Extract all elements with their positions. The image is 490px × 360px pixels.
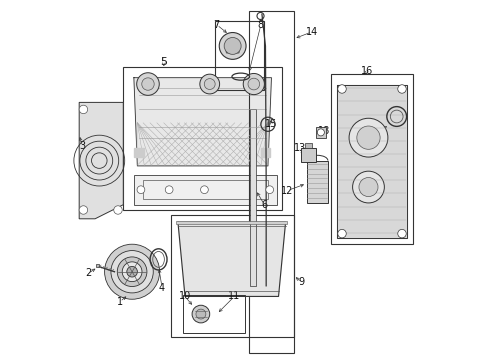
Circle shape xyxy=(243,73,265,95)
Circle shape xyxy=(79,206,88,214)
Text: 4: 4 xyxy=(159,283,165,293)
Circle shape xyxy=(318,129,324,136)
Polygon shape xyxy=(316,127,326,138)
Text: 8: 8 xyxy=(258,20,264,30)
Text: 16: 16 xyxy=(361,66,373,76)
Polygon shape xyxy=(178,222,286,296)
Text: 15: 15 xyxy=(265,118,278,129)
Circle shape xyxy=(219,32,246,59)
Bar xyxy=(183,294,245,333)
Circle shape xyxy=(165,186,173,194)
Circle shape xyxy=(137,73,159,95)
Circle shape xyxy=(349,118,388,157)
Circle shape xyxy=(200,186,208,194)
Bar xyxy=(331,74,413,243)
Text: 3: 3 xyxy=(79,141,85,152)
Text: 11: 11 xyxy=(228,292,241,301)
Bar xyxy=(134,175,277,205)
Circle shape xyxy=(359,177,378,197)
Polygon shape xyxy=(301,148,316,162)
Text: 9: 9 xyxy=(298,277,304,287)
Circle shape xyxy=(117,257,147,287)
Polygon shape xyxy=(96,264,98,267)
Circle shape xyxy=(338,229,346,238)
Polygon shape xyxy=(337,85,407,238)
Circle shape xyxy=(111,251,153,293)
Text: 10: 10 xyxy=(179,292,191,301)
Circle shape xyxy=(127,266,137,277)
Circle shape xyxy=(248,78,260,90)
Polygon shape xyxy=(176,221,287,224)
Polygon shape xyxy=(250,109,256,286)
Circle shape xyxy=(398,85,406,93)
Bar xyxy=(171,215,294,337)
Text: 18: 18 xyxy=(318,126,330,136)
Polygon shape xyxy=(307,161,328,203)
Text: 2: 2 xyxy=(85,269,91,279)
Circle shape xyxy=(79,105,88,114)
Text: 5: 5 xyxy=(160,57,168,67)
Polygon shape xyxy=(134,148,145,157)
Text: 13: 13 xyxy=(294,143,306,153)
Polygon shape xyxy=(305,143,312,148)
Circle shape xyxy=(137,186,145,194)
Bar xyxy=(248,11,294,353)
Circle shape xyxy=(338,85,346,93)
Polygon shape xyxy=(225,46,240,53)
Circle shape xyxy=(353,171,384,203)
Circle shape xyxy=(122,262,142,282)
Circle shape xyxy=(204,78,215,90)
Circle shape xyxy=(104,244,160,299)
Circle shape xyxy=(196,309,206,319)
Text: 1: 1 xyxy=(117,297,123,307)
Circle shape xyxy=(357,126,380,149)
Bar xyxy=(215,21,265,90)
Circle shape xyxy=(192,305,210,323)
Bar xyxy=(143,180,268,199)
Circle shape xyxy=(398,229,406,238)
Circle shape xyxy=(114,206,122,214)
Bar xyxy=(123,67,282,210)
Text: 6: 6 xyxy=(261,200,268,210)
Text: 14: 14 xyxy=(306,27,318,37)
Text: 7: 7 xyxy=(214,20,220,30)
Circle shape xyxy=(224,37,241,54)
Circle shape xyxy=(142,78,154,90)
Text: 12: 12 xyxy=(281,186,294,195)
Circle shape xyxy=(266,186,273,194)
Polygon shape xyxy=(79,102,123,219)
Text: 17: 17 xyxy=(361,133,373,143)
Polygon shape xyxy=(261,148,270,157)
Polygon shape xyxy=(134,78,271,166)
Circle shape xyxy=(200,74,220,94)
